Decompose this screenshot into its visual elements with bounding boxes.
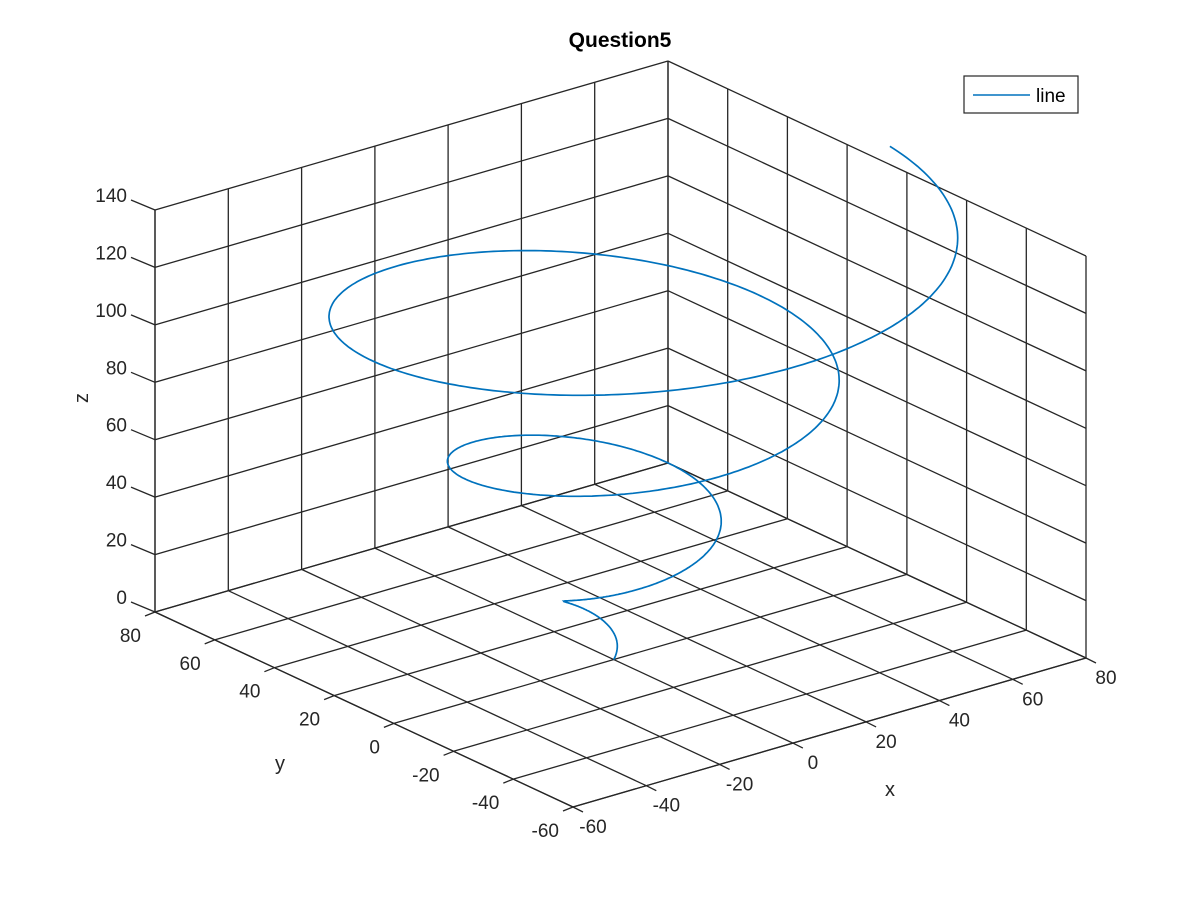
floor-gridline-y [274,518,788,669]
plot-area [328,145,959,660]
floor-gridline-y [513,629,1027,780]
x-tick-mark [719,763,730,770]
y-tick-label: -40 [472,793,499,814]
floor-gridline-x [521,505,940,702]
floor-gridline-x [374,547,794,744]
x-tick-mark [1085,657,1097,664]
y-tick-mark [144,611,156,617]
back-wall-gridline-z [154,175,669,326]
right-wall-gridline-z [667,405,1087,602]
floor-gridline-x [228,590,647,787]
back-wall-gridline-z [154,462,669,613]
y-tick-mark [503,778,514,784]
back-wall-gridline-z [154,232,669,383]
z-tick-label: 0 [116,588,127,609]
x-tick-label: -60 [579,817,606,838]
z-tick-mark [130,601,156,613]
z-tick-label: 140 [95,186,127,207]
z-tick-mark [130,429,156,441]
x-tick-label: -20 [726,774,753,795]
floor-gridline-y [453,601,967,752]
z-axis-label: z [71,393,93,403]
legend: line [963,75,1079,114]
floor-gridline-y [214,490,728,641]
x-tick-mark [572,806,584,813]
y-tick-label: -60 [532,821,559,842]
x-tick-mark [792,742,804,749]
z-tick-label: 40 [106,473,127,494]
z-tick-label: 100 [95,301,127,322]
back-wall-gridline-z [154,117,669,269]
y-tick-mark [204,639,215,645]
y-tick-mark [323,694,335,701]
back-wall-gridline-z [154,290,669,441]
y-tick-label: -20 [412,765,439,786]
right-wall-gridline-z [667,462,1087,659]
z-tick-mark [130,199,156,211]
x-tick-label: 80 [1095,668,1116,689]
right-wall-gridline-z [667,175,1087,372]
back-wall-gridline-z [154,404,669,556]
x-axis-line [572,657,1087,808]
grid [130,60,1097,813]
legend-entry-line: line [1036,86,1066,107]
x-tick-mark [939,700,950,707]
y-axis-label: y [275,753,285,775]
back-wall-gridline-z [154,60,669,211]
x-tick-label: -40 [653,796,680,817]
x-tick-mark [865,721,877,728]
x-tick-label: 20 [876,732,897,753]
z-tick-label: 20 [106,531,127,552]
floor-gridline-y [333,545,848,697]
x-axis-label: x [885,779,895,801]
floor-gridline-x [594,483,1013,680]
floor-gridline-y [393,573,908,725]
right-wall-gridline-z [667,117,1087,314]
z-tick-mark [130,371,156,383]
y-tick-mark [443,750,454,756]
floor-gridline-x [447,526,867,723]
y-tick-mark [264,667,275,673]
right-wall-gridline-z [667,290,1087,487]
z-tick-mark [130,314,156,326]
x-tick-label: 40 [949,711,970,732]
x-tick-label: 60 [1022,689,1043,710]
z-tick-mark [130,543,156,556]
y-tick-label: 80 [120,626,141,647]
chart-title: Question5 [569,29,672,52]
x-tick-label: 0 [808,753,819,774]
y-tick-label: 60 [180,654,201,675]
z-tick-label: 120 [95,243,127,264]
z-tick-label: 60 [106,416,127,437]
back-wall-gridline-z [154,347,669,498]
y-tick-mark [383,722,395,729]
y-tick-label: 0 [369,737,380,758]
z-tick-label: 80 [106,358,127,379]
y-tick-mark [562,806,574,812]
z-tick-mark [130,256,156,268]
x-tick-mark [646,785,657,792]
right-wall-gridline-z [667,232,1087,429]
z-tick-mark [130,486,156,498]
right-wall-gridline-z [667,60,1087,257]
series-line-0 [328,145,959,660]
tick-labels: -60 -40 -20 0 20 40 60 80 -60 -40 -20 0 20 40 60 80 0 20 4… [95,186,1116,842]
floor-gridline-x [301,568,720,765]
y-tick-label: 20 [299,710,320,731]
y-tick-label: 40 [239,682,260,703]
y-axis-line [154,611,574,808]
x-tick-mark [1012,678,1023,685]
